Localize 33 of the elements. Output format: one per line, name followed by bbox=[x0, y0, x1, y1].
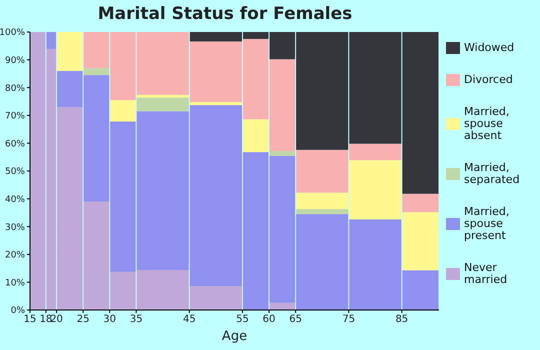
legend-label: Married, separated bbox=[464, 161, 521, 186]
x-tick-label: 60 bbox=[262, 314, 276, 326]
chart-title: Marital Status for Females bbox=[96, 4, 354, 24]
x-axis-title: Age bbox=[222, 329, 248, 344]
y-tick-label: 100% bbox=[0, 28, 26, 38]
x-tick-label: 25 bbox=[76, 314, 90, 326]
legend-label: Never married bbox=[464, 261, 508, 286]
legend-label: Widowed bbox=[464, 41, 514, 54]
y-tick-label: 80% bbox=[4, 84, 26, 94]
bar bbox=[402, 194, 438, 212]
x-tick-label: 30 bbox=[103, 314, 116, 326]
y-tick-label: 60% bbox=[4, 139, 26, 150]
y-tick-label: 40% bbox=[4, 194, 26, 205]
legend-label: Divorced bbox=[464, 73, 513, 86]
y-tick-label: 90% bbox=[4, 56, 26, 66]
y-tick-label: 70% bbox=[4, 112, 26, 122]
x-tick-label: 55 bbox=[236, 314, 249, 326]
y-tick-label: 30% bbox=[4, 222, 26, 233]
x-tick-label: 15 bbox=[24, 314, 36, 326]
x-tick-label: 20 bbox=[50, 314, 63, 326]
y-tick-label: 50% bbox=[4, 167, 26, 178]
x-tick-label: 75 bbox=[342, 314, 356, 326]
y-tick-label: 20% bbox=[4, 250, 26, 261]
x-tick-label: 35 bbox=[130, 314, 143, 326]
x-tick-label: 45 bbox=[182, 314, 196, 326]
y-tick-label: 10% bbox=[4, 278, 26, 288]
x-tick-label: 85 bbox=[395, 314, 408, 326]
legend-label: Married, spouse present bbox=[464, 205, 510, 242]
x-tick-label: 18 bbox=[40, 314, 52, 326]
x-tick-label: 65 bbox=[289, 314, 302, 326]
legend-label: Married, spouse absent bbox=[464, 105, 510, 142]
bar bbox=[270, 302, 296, 310]
y-tick-label: 0% bbox=[10, 306, 26, 316]
